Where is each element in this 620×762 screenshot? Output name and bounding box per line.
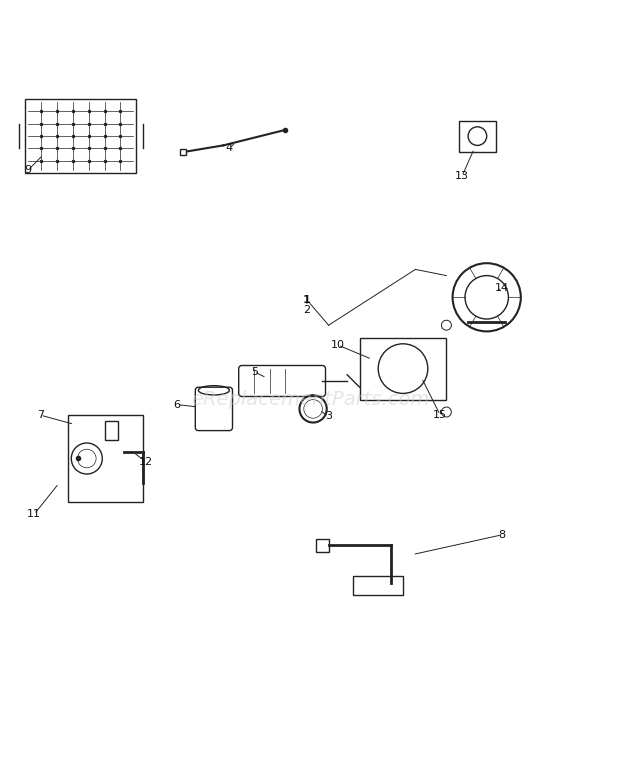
Text: 10: 10 xyxy=(331,340,345,350)
Text: 7: 7 xyxy=(37,410,44,420)
Text: 1: 1 xyxy=(303,296,311,306)
Text: 13: 13 xyxy=(455,171,469,181)
Text: 8: 8 xyxy=(498,530,506,539)
Text: 12: 12 xyxy=(139,456,153,466)
Text: eReplacementParts.com: eReplacementParts.com xyxy=(191,390,429,409)
Text: 3: 3 xyxy=(325,411,332,421)
Text: 4: 4 xyxy=(226,143,233,153)
Text: 9: 9 xyxy=(24,165,32,175)
Text: 2: 2 xyxy=(303,305,311,315)
Text: 15: 15 xyxy=(433,410,447,420)
Text: 5: 5 xyxy=(250,367,258,376)
Text: 11: 11 xyxy=(27,509,41,519)
Text: 6: 6 xyxy=(173,399,180,409)
Text: 14: 14 xyxy=(495,283,509,293)
